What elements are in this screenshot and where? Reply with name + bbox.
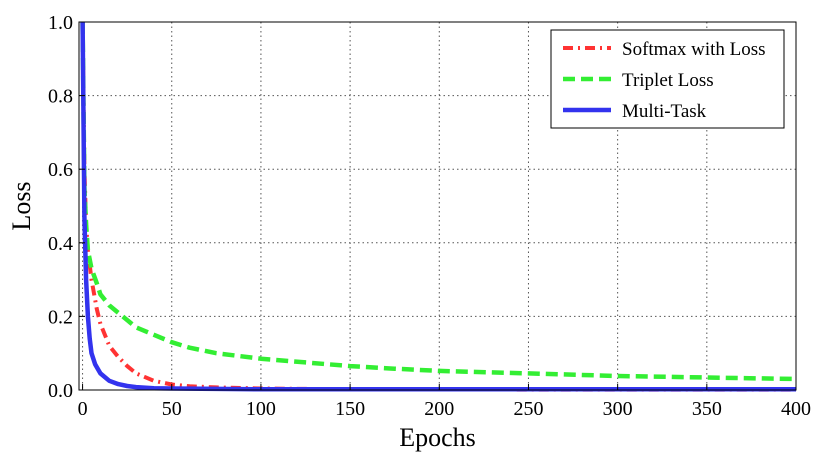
- y-tick-label: 0.0: [48, 380, 73, 402]
- x-tick-label: 50: [162, 398, 182, 420]
- series-lines: [80, 21, 797, 392]
- x-tick-label: 0: [78, 398, 88, 420]
- x-tick-label: 350: [692, 398, 722, 420]
- x-tick-label: 100: [246, 398, 276, 420]
- y-tick-label: 0.6: [48, 159, 73, 181]
- series-line-2: [80, 21, 796, 392]
- legend: Softmax with Loss Triplet Loss Multi-Task: [550, 29, 785, 129]
- x-tick-label: 300: [603, 398, 633, 420]
- y-tick-label: 1.0: [48, 12, 73, 34]
- y-tick-label: 0.8: [48, 86, 73, 108]
- x-tick-label: 400: [781, 398, 811, 420]
- x-axis-label: Epochs: [399, 423, 476, 452]
- axis-ticks: 0 50 100 150 200 250 300 350 400 0.0 0.2 0.4 0.6 0.8 1…: [48, 12, 811, 420]
- legend-label-0: Softmax with Loss: [622, 39, 766, 60]
- x-tick-label: 150: [335, 398, 365, 420]
- x-tick-label: 200: [424, 398, 454, 420]
- x-tick-label: 250: [513, 398, 543, 420]
- y-tick-label: 0.2: [48, 306, 73, 328]
- plot-frame: [78, 21, 797, 391]
- legend-label-2: Multi-Task: [622, 101, 707, 122]
- legend-label-1: Triplet Loss: [622, 70, 714, 91]
- y-tick-label: 0.4: [48, 233, 73, 255]
- series-line-1: [80, 21, 797, 382]
- y-axis-label: Loss: [7, 181, 36, 230]
